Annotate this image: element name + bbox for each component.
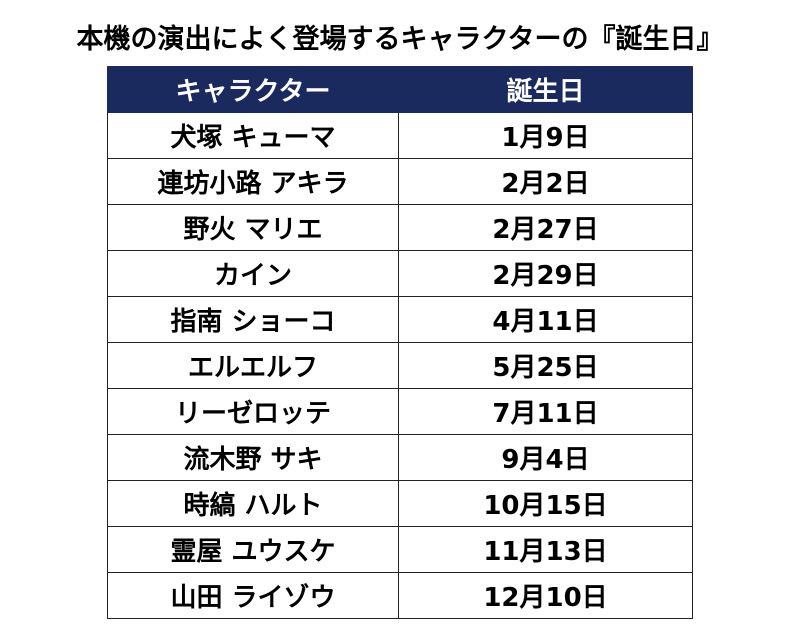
character-name-cell: リーゼロッテ <box>107 388 399 435</box>
birthday-cell: 2月29日 <box>398 250 693 297</box>
birthday-cell: 12月10日 <box>398 572 693 619</box>
birthday-cell: 7月11日 <box>398 388 693 435</box>
column-header-character: キャラクター <box>107 66 399 113</box>
table-row: リーゼロッテ 7月11日 <box>107 388 693 435</box>
table-row: 指南 ショーコ 4月11日 <box>107 296 693 343</box>
table-row: 流木野 サキ 9月4日 <box>107 434 693 481</box>
table-row: 犬塚 キューマ 1月9日 <box>107 112 693 159</box>
column-header-birthday: 誕生日 <box>398 66 693 113</box>
birthday-table: キャラクター 誕生日 犬塚 キューマ 1月9日 連坊小路 アキラ 2月2日 野火… <box>107 66 693 619</box>
table-row: カイン 2月29日 <box>107 250 693 297</box>
character-name-cell: 山田 ライゾウ <box>107 572 399 619</box>
character-name-cell: 野火 マリエ <box>107 204 399 251</box>
birthday-cell: 10月15日 <box>398 480 693 527</box>
birthday-cell: 1月9日 <box>398 112 693 159</box>
birthday-cell: 9月4日 <box>398 434 693 481</box>
table-row: 連坊小路 アキラ 2月2日 <box>107 158 693 205</box>
character-name-cell: 連坊小路 アキラ <box>107 158 399 205</box>
table-row: エルエルフ 5月25日 <box>107 342 693 389</box>
character-name-cell: 流木野 サキ <box>107 434 399 481</box>
character-name-cell: 時縞 ハルト <box>107 480 399 527</box>
table-header-row: キャラクター 誕生日 <box>107 66 693 113</box>
page-title: 本機の演出によく登場するキャラクターの『誕生日』 <box>76 24 724 55</box>
table-row: 時縞 ハルト 10月15日 <box>107 480 693 527</box>
birthday-cell: 5月25日 <box>398 342 693 389</box>
birthday-cell: 2月27日 <box>398 204 693 251</box>
character-name-cell: カイン <box>107 250 399 297</box>
character-name-cell: 霊屋 ユウスケ <box>107 526 399 573</box>
table-row: 霊屋 ユウスケ 11月13日 <box>107 526 693 573</box>
character-name-cell: 指南 ショーコ <box>107 296 399 343</box>
birthday-cell: 4月11日 <box>398 296 693 343</box>
birthday-cell: 11月13日 <box>398 526 693 573</box>
table-row: 山田 ライゾウ 12月10日 <box>107 572 693 619</box>
character-name-cell: エルエルフ <box>107 342 399 389</box>
character-name-cell: 犬塚 キューマ <box>107 112 399 159</box>
table-row: 野火 マリエ 2月27日 <box>107 204 693 251</box>
birthday-cell: 2月2日 <box>398 158 693 205</box>
